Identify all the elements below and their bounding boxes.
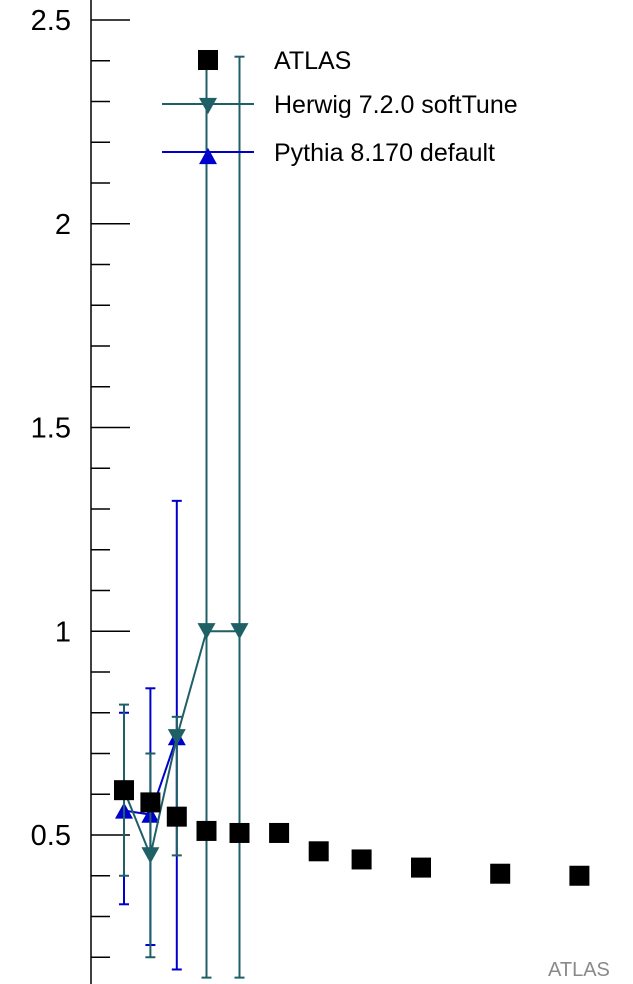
y-axis-ticks: 0.5 1 1.5 2 2.5 (31, 5, 130, 958)
y-tick-label: 0.5 (31, 820, 71, 852)
y-tick-label: 2 (55, 209, 71, 241)
series-1 (115, 55, 249, 979)
data-point (141, 847, 160, 864)
y-tick-label: 1 (55, 616, 71, 648)
legend-label: Pythia 8.170 default (274, 139, 495, 167)
data-point (167, 729, 186, 746)
legend-item: Herwig 7.2.0 softTune (162, 91, 518, 119)
legend: ATLAS Herwig 7.2.0 softTune Pythia 8.170 d… (162, 47, 518, 167)
data-point (351, 849, 372, 870)
data-point (229, 822, 250, 843)
series-0 (114, 780, 590, 886)
data-point (196, 820, 217, 841)
data-point (197, 623, 216, 640)
data-point (140, 792, 161, 813)
legend-marker (198, 50, 218, 70)
legend-marker (199, 97, 217, 115)
legend-item: Pythia 8.170 default (162, 139, 495, 167)
data-point (490, 863, 511, 884)
data-point (114, 780, 134, 801)
data-point (569, 865, 590, 886)
data-point (166, 806, 187, 827)
legend-marker (199, 147, 217, 165)
data-point (308, 841, 329, 862)
atlas-watermark: ATLAS (548, 959, 610, 981)
data-point (269, 822, 290, 843)
legend-label: ATLAS (274, 47, 351, 75)
data-point (411, 857, 431, 878)
y-tick-label: 1.5 (31, 413, 71, 445)
y-tick-label: 2.5 (31, 5, 71, 37)
data-point (230, 623, 249, 640)
legend-label: Herwig 7.2.0 softTune (274, 91, 518, 119)
legend-item: ATLAS (198, 47, 351, 75)
series-layer (114, 55, 590, 979)
